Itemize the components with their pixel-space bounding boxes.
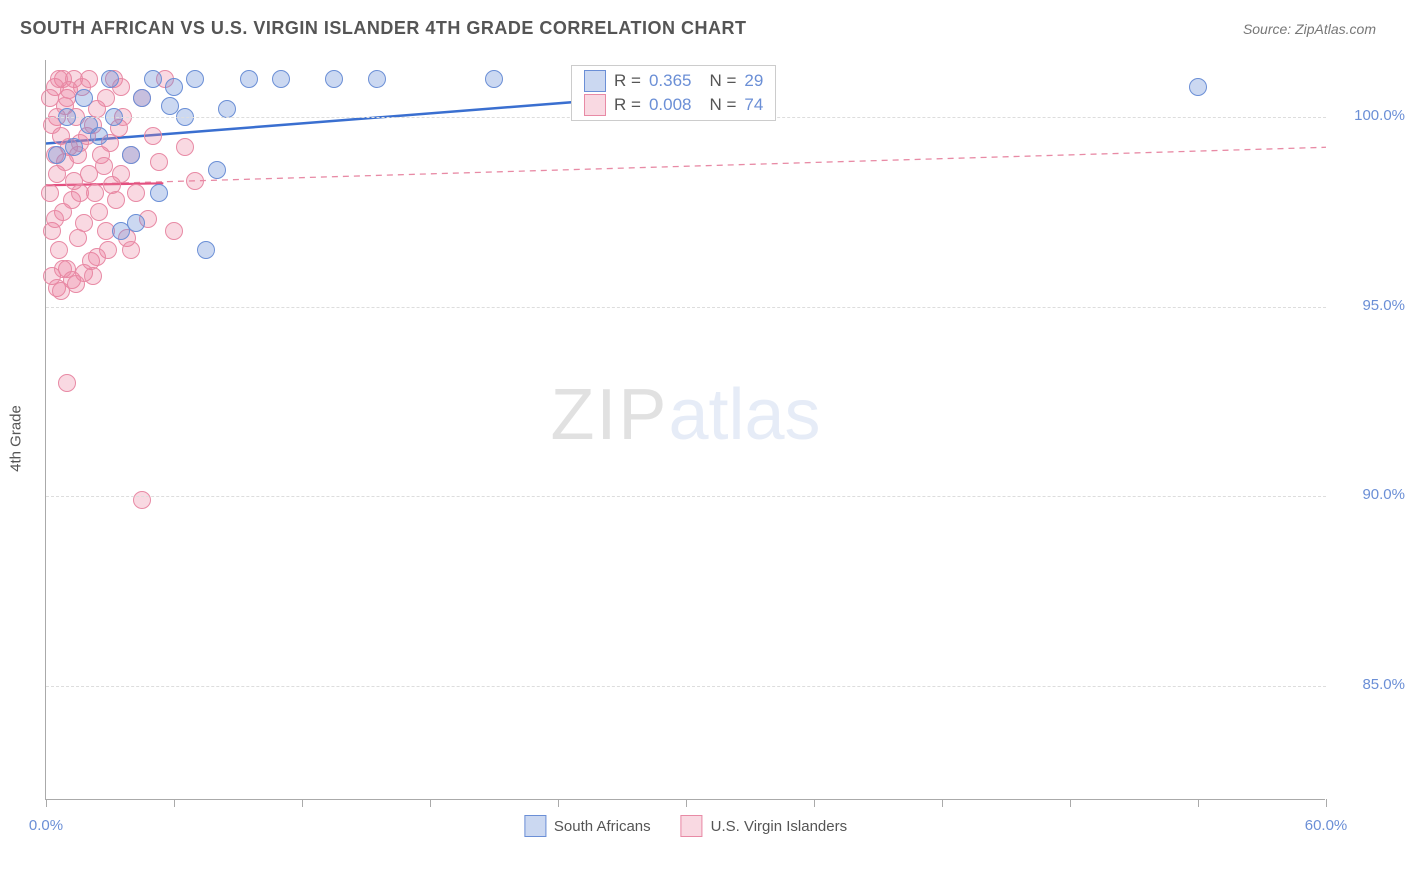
watermark-zip: ZIP	[550, 375, 668, 455]
scatter-marker	[65, 138, 83, 156]
chart-header: SOUTH AFRICAN VS U.S. VIRGIN ISLANDER 4T…	[0, 0, 1406, 49]
scatter-marker	[197, 241, 215, 259]
scatter-marker	[84, 267, 102, 285]
scatter-marker	[80, 116, 98, 134]
stat-swatch	[584, 70, 606, 92]
stat-r-value: 0.008	[649, 95, 692, 115]
scatter-marker	[88, 248, 106, 266]
scatter-marker	[58, 374, 76, 392]
x-tick	[558, 799, 559, 807]
scatter-marker	[75, 214, 93, 232]
y-axis-title: 4th Grade	[8, 405, 25, 472]
scatter-marker	[95, 157, 113, 175]
scatter-marker	[144, 70, 162, 88]
gridline-h	[46, 686, 1326, 687]
scatter-marker	[75, 89, 93, 107]
scatter-marker	[97, 89, 115, 107]
y-tick-label: 100.0%	[1354, 107, 1405, 124]
x-tick	[430, 799, 431, 807]
scatter-marker	[122, 241, 140, 259]
x-tick	[942, 799, 943, 807]
scatter-marker	[186, 172, 204, 190]
scatter-marker	[218, 100, 236, 118]
legend-item: U.S. Virgin Islanders	[681, 815, 847, 837]
chart-container: 4th Grade ZIPatlas 85.0%90.0%95.0%100.0%…	[45, 60, 1325, 800]
scatter-marker	[127, 184, 145, 202]
stat-n-value: 74	[744, 95, 763, 115]
scatter-marker	[48, 146, 66, 164]
scatter-marker	[107, 191, 125, 209]
scatter-marker	[208, 161, 226, 179]
plot-area: 4th Grade ZIPatlas 85.0%90.0%95.0%100.0%…	[45, 60, 1325, 800]
scatter-marker	[272, 70, 290, 88]
scatter-marker	[52, 282, 70, 300]
correlation-stat-box: R = 0.365 N = 29 R = 0.008 N = 74	[571, 65, 776, 121]
x-tick	[686, 799, 687, 807]
x-tick	[814, 799, 815, 807]
scatter-marker	[46, 210, 64, 228]
stat-r-value: 0.365	[649, 71, 692, 91]
chart-legend: South Africans U.S. Virgin Islanders	[524, 815, 847, 837]
scatter-marker	[50, 241, 68, 259]
chart-source: Source: ZipAtlas.com	[1243, 21, 1376, 37]
stat-r-label: R =	[614, 95, 641, 115]
scatter-marker	[80, 70, 98, 88]
stat-r-label: R =	[614, 71, 641, 91]
scatter-marker	[368, 70, 386, 88]
chart-title: SOUTH AFRICAN VS U.S. VIRGIN ISLANDER 4T…	[20, 18, 747, 39]
scatter-marker	[150, 184, 168, 202]
scatter-marker	[101, 70, 119, 88]
scatter-marker	[150, 153, 168, 171]
scatter-marker	[165, 78, 183, 96]
y-tick-label: 95.0%	[1362, 297, 1405, 314]
y-tick-label: 90.0%	[1362, 486, 1405, 503]
scatter-marker	[325, 70, 343, 88]
scatter-marker	[54, 260, 72, 278]
scatter-marker	[240, 70, 258, 88]
gridline-h	[46, 307, 1326, 308]
trend-lines-svg	[46, 60, 1326, 800]
scatter-marker	[127, 214, 145, 232]
scatter-marker	[485, 70, 503, 88]
x-tick	[302, 799, 303, 807]
legend-swatch	[524, 815, 546, 837]
x-tick-label: 0.0%	[29, 817, 63, 834]
scatter-marker	[41, 89, 59, 107]
scatter-marker	[90, 203, 108, 221]
x-tick	[174, 799, 175, 807]
trend-line	[46, 147, 1326, 185]
x-tick	[1070, 799, 1071, 807]
x-tick	[46, 799, 47, 807]
scatter-marker	[122, 146, 140, 164]
x-tick	[1326, 799, 1327, 807]
scatter-marker	[144, 127, 162, 145]
stat-n-label: N =	[709, 95, 736, 115]
scatter-marker	[41, 184, 59, 202]
scatter-marker	[112, 165, 130, 183]
x-tick	[1198, 799, 1199, 807]
scatter-marker	[1189, 78, 1207, 96]
scatter-marker	[133, 89, 151, 107]
scatter-marker	[86, 184, 104, 202]
stat-n-value: 29	[744, 71, 763, 91]
legend-label: U.S. Virgin Islanders	[711, 818, 847, 835]
scatter-marker	[176, 138, 194, 156]
gridline-h	[46, 496, 1326, 497]
stat-swatch	[584, 94, 606, 116]
scatter-marker	[165, 222, 183, 240]
stat-row: R = 0.008 N = 74	[584, 94, 763, 116]
x-tick-label: 60.0%	[1305, 817, 1348, 834]
legend-swatch	[681, 815, 703, 837]
legend-item: South Africans	[524, 815, 651, 837]
y-tick-label: 85.0%	[1362, 676, 1405, 693]
scatter-marker	[133, 491, 151, 509]
stat-n-label: N =	[709, 71, 736, 91]
watermark: ZIPatlas	[550, 374, 820, 456]
scatter-marker	[186, 70, 204, 88]
stat-row: R = 0.365 N = 29	[584, 70, 763, 92]
legend-label: South Africans	[554, 818, 651, 835]
watermark-atlas: atlas	[668, 375, 820, 455]
